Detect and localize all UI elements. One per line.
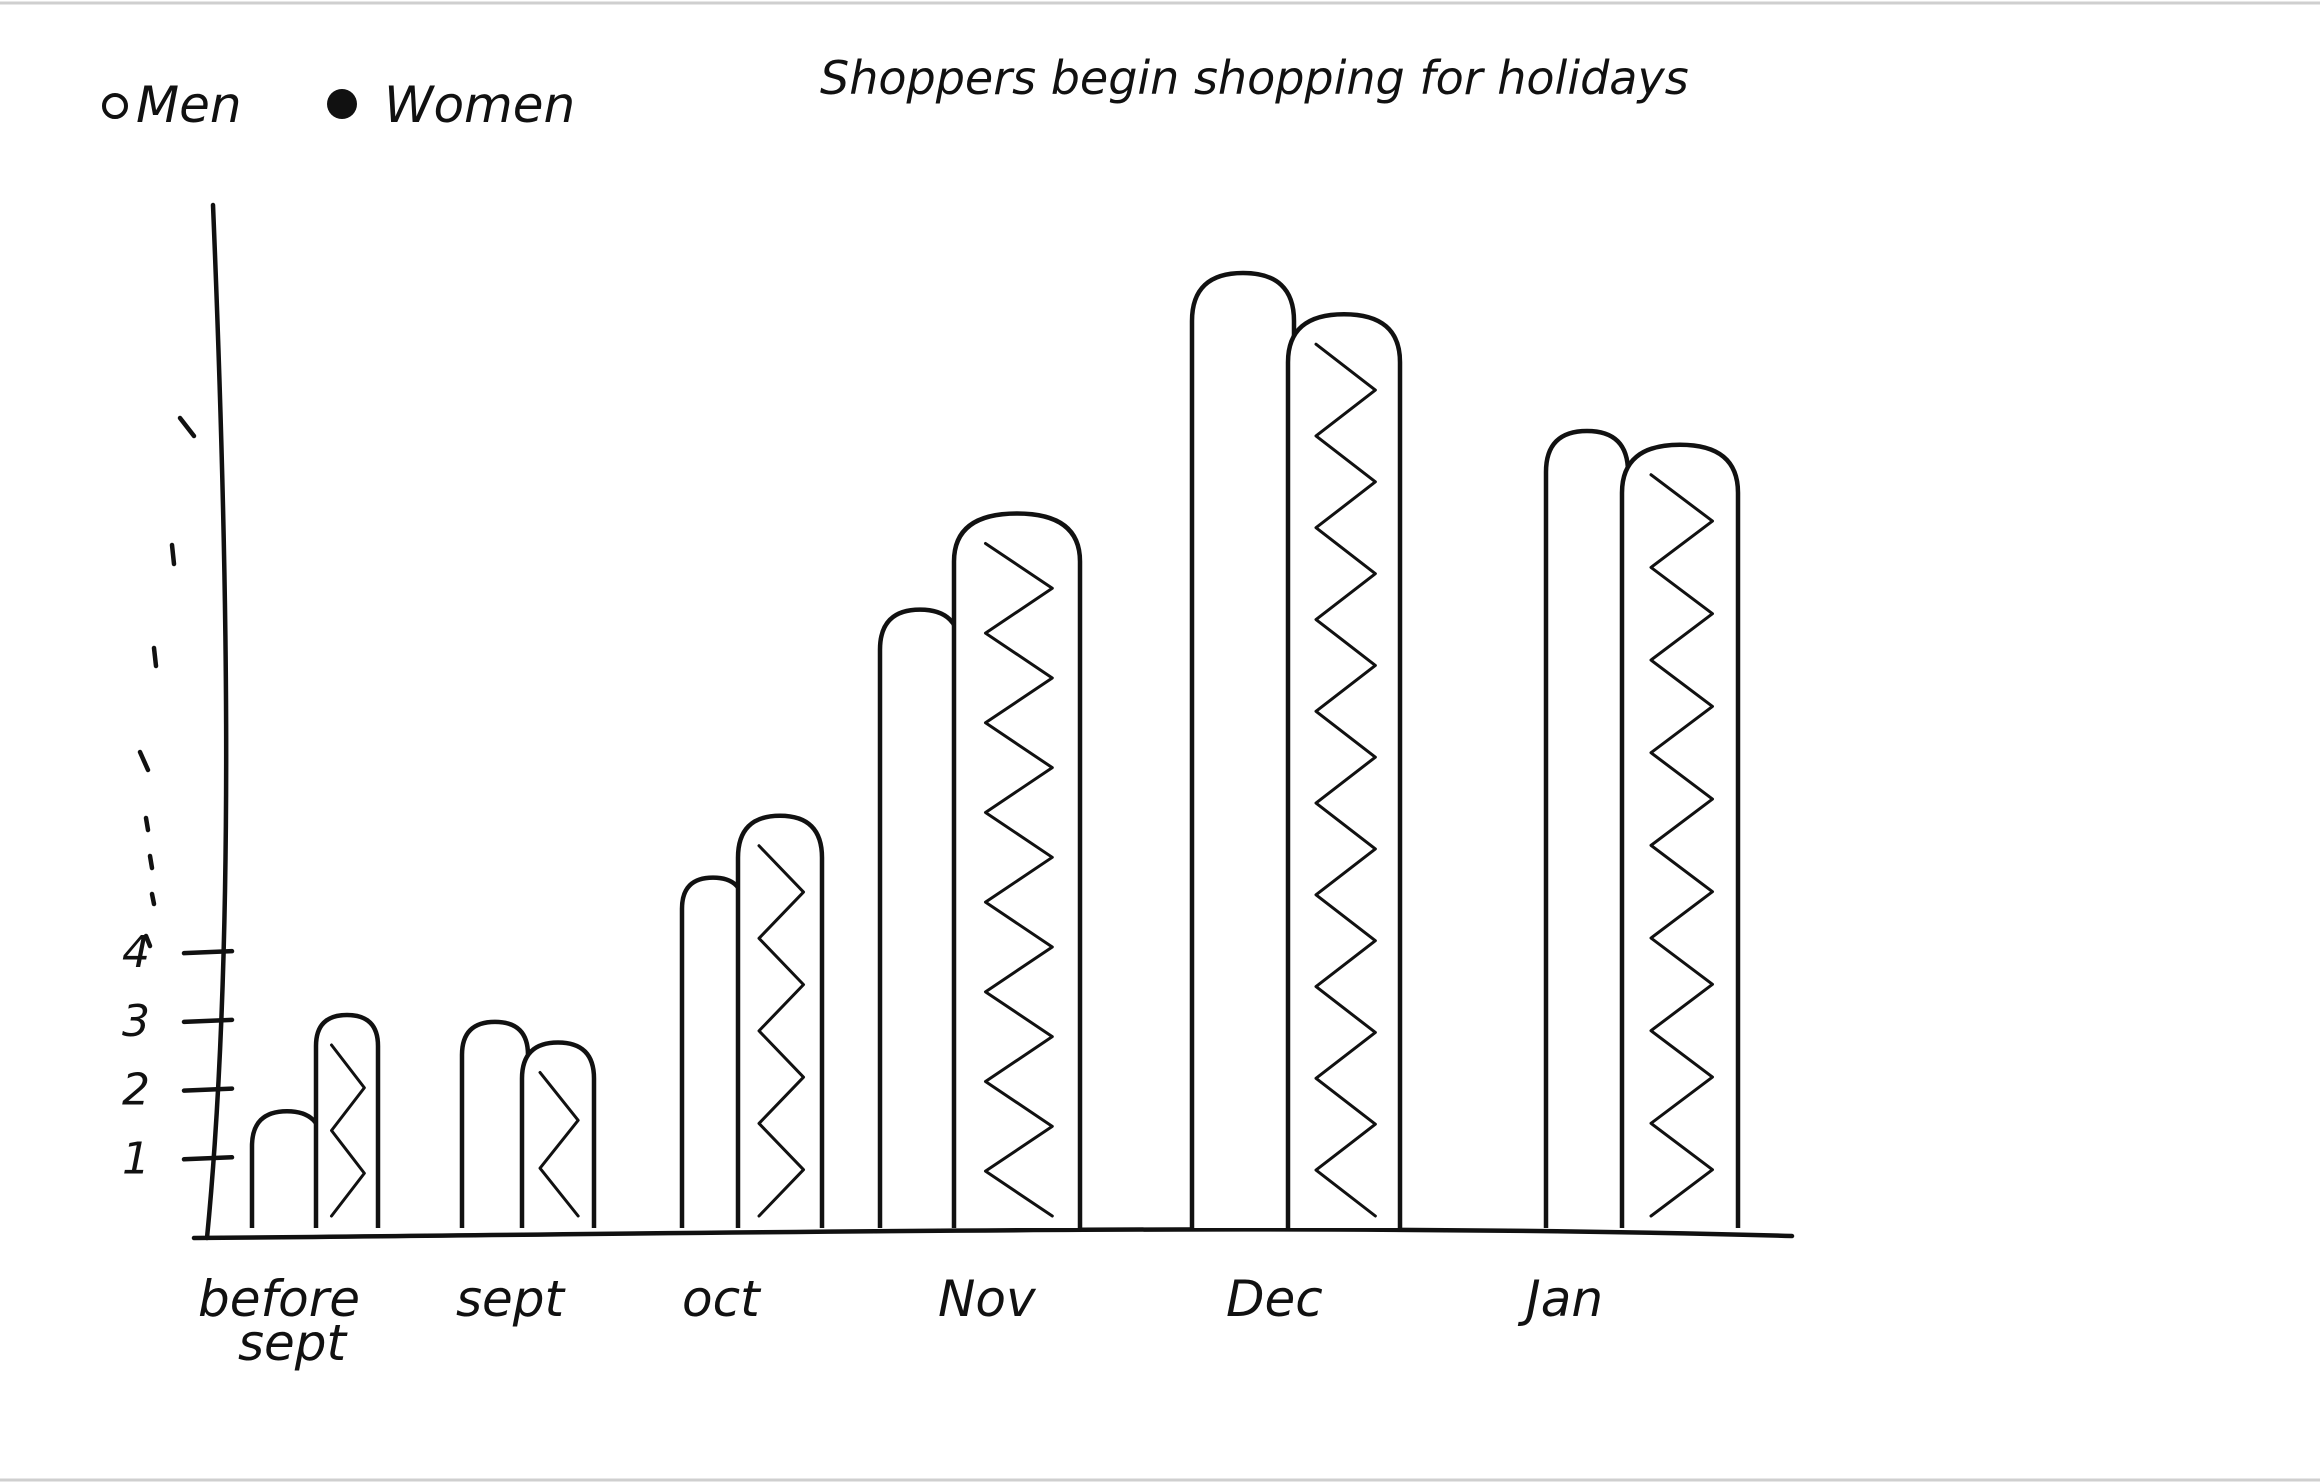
y-tick-dash xyxy=(137,749,151,773)
y-tick-dash xyxy=(177,415,197,439)
bar-women-squiggle-3 xyxy=(984,541,1054,1218)
legend-marker-women xyxy=(327,89,357,119)
bar-men-5 xyxy=(1543,428,1631,1228)
y-tick-mark xyxy=(181,1017,235,1025)
chart-title: Shoppers begin shopping for holidays xyxy=(820,51,1689,105)
legend-label-women: Women xyxy=(384,76,575,134)
bar-women-5 xyxy=(1619,442,1741,1228)
y-tick-dash xyxy=(151,645,159,669)
x-axis xyxy=(191,1227,1795,1241)
x-tick-label: Nov xyxy=(938,1270,1037,1328)
y-tick-label: 4 xyxy=(122,927,150,978)
y-tick-label: 1 xyxy=(122,1133,150,1184)
x-tick-label: before xyxy=(198,1270,360,1328)
y-axis xyxy=(204,202,229,1241)
y-axis-minor-ticks xyxy=(137,415,197,949)
bar-women-4 xyxy=(1285,311,1403,1228)
bar-women-squiggle-0 xyxy=(330,1043,366,1218)
bar-women-squiggle-4 xyxy=(1314,342,1377,1218)
bars xyxy=(249,270,1741,1228)
y-tick-dash xyxy=(149,891,157,907)
y-tick-dash xyxy=(147,853,155,871)
legend-label-men: Men xyxy=(136,76,242,134)
x-tick-label: sept xyxy=(456,1270,567,1328)
bar-men-1 xyxy=(459,1019,531,1228)
y-tick-mark xyxy=(181,948,235,956)
y-tick-dash xyxy=(143,933,153,949)
y-tick-mark xyxy=(181,1086,235,1093)
bar-women-2 xyxy=(735,813,825,1228)
bar-men-3 xyxy=(877,607,963,1228)
x-tick-label: oct xyxy=(682,1270,762,1328)
x-tick-label: sept xyxy=(238,1314,349,1372)
x-tick-label: Dec xyxy=(1226,1270,1323,1328)
y-tick-dash xyxy=(169,542,177,567)
bar-women-squiggle-1 xyxy=(538,1070,580,1218)
y-tick-mark xyxy=(181,1155,235,1162)
bar-men-2 xyxy=(679,875,747,1228)
bar-women-squiggle-5 xyxy=(1649,473,1714,1218)
legend: Men Women xyxy=(102,76,575,134)
bar-women-3 xyxy=(951,511,1083,1228)
x-tick-label: Jan xyxy=(1517,1270,1603,1328)
y-tick-label: 3 xyxy=(122,996,150,1047)
bar-women-1 xyxy=(519,1040,597,1228)
legend-marker-men xyxy=(102,93,128,119)
y-tick-label: 2 xyxy=(122,1065,150,1116)
y-tick-dash xyxy=(143,815,151,833)
bar-men-4 xyxy=(1189,270,1297,1228)
y-axis-ticks: 1 2 3 4 xyxy=(122,927,235,1184)
bar-men-0 xyxy=(249,1108,325,1228)
bar-women-squiggle-2 xyxy=(757,844,806,1218)
